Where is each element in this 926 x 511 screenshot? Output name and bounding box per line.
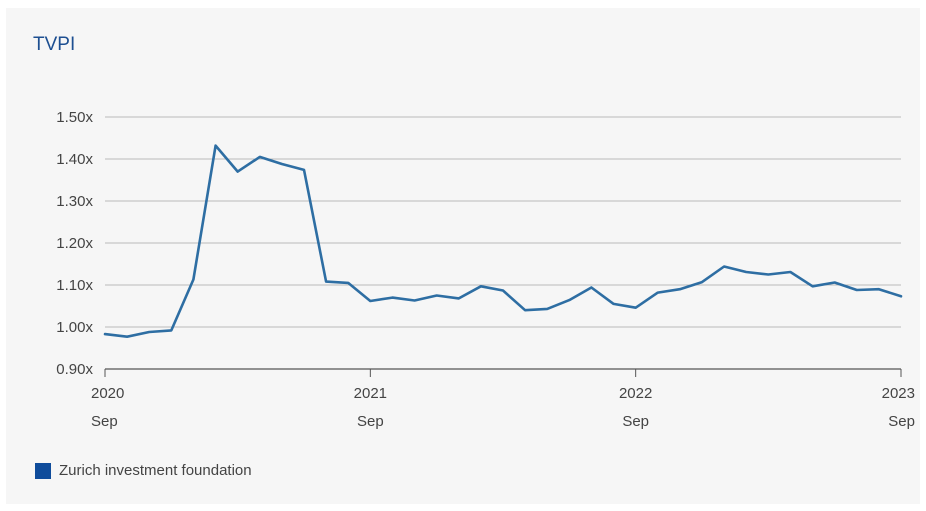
y-tick-label: 1.10x: [56, 277, 93, 294]
legend: Zurich investment foundation: [35, 462, 252, 479]
y-tick-label: 1.30x: [56, 193, 93, 210]
x-axis: 2020 Sep 2021 Sep 2022 Sep 2023 Sep: [91, 369, 915, 430]
series-layer: [103, 144, 903, 339]
x-tick-month-label: Sep: [622, 413, 649, 430]
x-tick-month-label: Sep: [91, 413, 118, 430]
x-tick-month-label: Sep: [357, 413, 384, 430]
gridlines: [105, 116, 901, 370]
y-tick-label: 1.50x: [56, 109, 93, 126]
x-tick-year-label: 2022: [619, 385, 652, 402]
y-tick-label: 1.20x: [56, 235, 93, 252]
y-tick-label: 1.40x: [56, 151, 93, 168]
x-tick-month-label: Sep: [888, 413, 915, 430]
y-tick-label: 1.00x: [56, 319, 93, 336]
chart-card: [6, 8, 920, 504]
x-tick-year-label: 2020: [91, 385, 124, 402]
y-tick-label: 0.90x: [56, 361, 93, 378]
chart-title: TVPI: [33, 34, 76, 55]
x-tick-year-label: 2021: [354, 385, 387, 402]
legend-label: Zurich investment foundation: [59, 462, 252, 479]
y-axis-tick-labels: 0.90x 1.00x 1.10x 1.20x 1.30x 1.40x 1.50x: [56, 109, 93, 378]
x-tick-year-label: 2023: [882, 385, 915, 402]
legend-swatch: [35, 462, 51, 479]
series-line: [103, 144, 903, 339]
